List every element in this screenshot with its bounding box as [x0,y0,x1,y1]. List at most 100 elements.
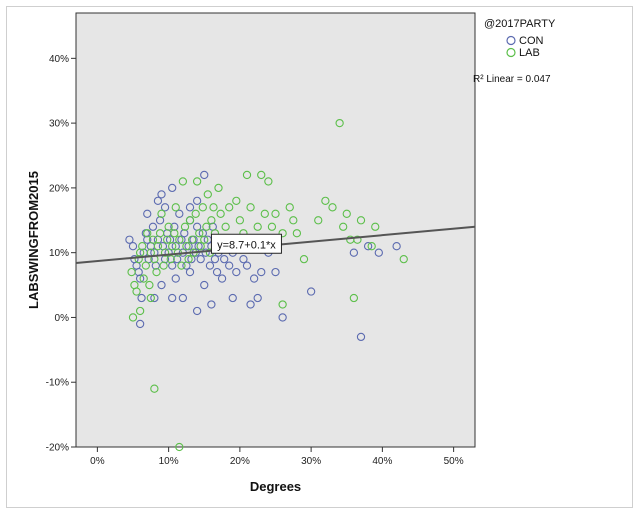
point-lab [135,306,145,316]
legend-title: @2017PARTY [484,18,556,30]
x-tick-label: 40% [372,456,392,467]
point-lab [216,209,225,218]
point-con [157,280,166,290]
point-con [180,229,189,238]
point-lab [246,203,255,212]
point-lab [278,300,287,309]
point-lab [353,235,362,244]
point-lab [148,235,158,244]
point-lab [242,170,252,180]
point-lab [335,118,344,128]
point-con [173,254,182,264]
point-lab [132,287,141,296]
legend-marker-con [506,35,516,46]
point-con [137,293,146,303]
point-lab [160,248,170,257]
point-lab [278,229,287,238]
point-lab [175,235,184,244]
y-tick-label: 20% [49,183,69,194]
point-con [249,274,259,283]
point-con [349,248,359,257]
point-lab [232,196,241,206]
point-con [192,306,202,316]
point-lab [128,313,138,322]
point-lab [292,229,302,238]
point-con [363,242,373,251]
point-lab [209,203,218,212]
point-lab [191,209,200,218]
x-tick-label: 20% [230,456,250,467]
point-con [392,242,401,251]
point-lab [182,242,191,251]
y-tick-label: -10% [46,378,69,389]
x-tick-label: 50% [444,456,464,467]
point-con [217,274,227,283]
point-con [242,261,252,270]
point-lab [195,229,204,238]
point-con [168,183,177,193]
point-con [157,190,166,199]
point-lab [339,222,348,231]
point-con [228,293,237,303]
point-lab [328,203,337,212]
point-lab [138,242,147,251]
point-lab [180,222,190,231]
point-lab [207,216,216,225]
point-lab [175,442,184,452]
legend-label-con: CON [519,35,544,47]
point-lab [202,222,211,231]
x-tick-label: 30% [301,456,321,467]
point-lab [260,209,269,218]
point-lab [198,203,207,212]
point-lab [146,293,155,303]
point-con [356,332,366,342]
point-lab [153,242,163,251]
point-lab [157,209,166,218]
point-con [184,242,193,251]
point-lab [163,235,172,244]
point-con [125,235,134,244]
point-lab [168,242,177,251]
point-con [201,248,210,257]
point-lab [139,274,148,283]
point-lab [267,222,277,231]
point-con [148,222,158,231]
point-con [171,274,180,283]
point-lab [184,254,193,264]
x-tick-label: 10% [159,456,179,467]
point-lab [143,229,152,238]
point-lab [152,267,161,277]
point-con [207,300,216,309]
point-lab [271,209,280,218]
point-lab [349,293,359,303]
point-con [257,267,266,277]
y-tick-label: 10% [49,248,69,259]
y-axis-title: LABSWINGFROM2015 [26,171,41,309]
point-con [212,267,222,277]
y-axis: 40% 30% 20% 10% 0% -10% -20% [46,54,76,454]
point-lab [170,229,179,238]
point-con [225,261,234,270]
point-con [128,242,138,251]
point-lab [367,242,376,251]
point-lab [342,209,351,218]
point-lab [127,267,136,277]
point-con [246,300,255,309]
point-con [200,280,209,290]
point-lab [171,203,180,212]
point-con [178,293,188,303]
point-con [306,287,316,296]
point-lab [192,177,202,186]
point-lab [264,177,273,186]
y-tick-label: 0% [55,313,70,324]
point-lab [185,216,195,225]
point-lab [155,229,165,238]
point-lab [203,190,212,199]
point-lab [285,203,294,212]
r2-label: R² Linear = 0.047 [473,74,551,85]
point-con [200,170,209,180]
point-lab [159,261,168,270]
point-lab [289,216,298,225]
point-lab [196,242,205,251]
